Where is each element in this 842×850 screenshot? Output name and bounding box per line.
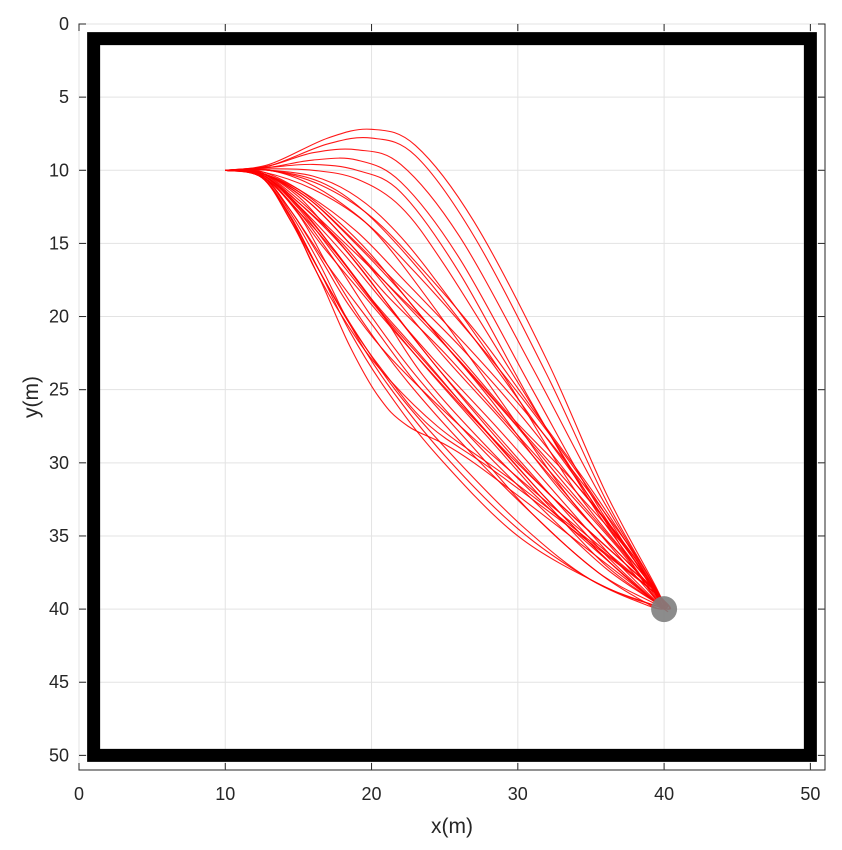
trajectory-line (225, 168, 665, 610)
trajectory-line (225, 169, 665, 610)
x-axis-label: x(m) (431, 815, 473, 838)
x-tick-label: 10 (215, 784, 235, 804)
y-tick-label: 40 (49, 599, 69, 619)
trajectory-series (225, 128, 672, 613)
x-tick-label: 50 (800, 784, 820, 804)
y-axis-label: y(m) (20, 376, 43, 418)
trajectory-line (225, 128, 665, 610)
trajectory-line (225, 169, 665, 610)
trajectory-line (225, 169, 667, 610)
trajectory-line (225, 148, 665, 610)
x-tick-label: 20 (362, 784, 382, 804)
y-tick-label: 45 (49, 672, 69, 692)
trajectory-line (225, 169, 666, 610)
y-tick-label: 10 (49, 160, 69, 180)
y-tick-label: 0 (59, 14, 69, 34)
markers (651, 596, 678, 623)
goal-marker (651, 596, 678, 623)
y-tick-label: 35 (49, 526, 69, 546)
trajectory-line (225, 169, 665, 610)
y-tick-label: 5 (59, 87, 69, 107)
y-tick-label: 20 (49, 307, 69, 327)
trajectory-line (225, 136, 665, 610)
x-tick-label: 0 (74, 784, 84, 804)
trajectory-line (225, 169, 665, 610)
trajectory-line (225, 169, 665, 610)
y-tick-label: 50 (49, 745, 69, 765)
y-tick-label: 15 (49, 233, 69, 253)
trajectory-line (225, 169, 665, 610)
trajectory-line (225, 169, 665, 610)
trajectory-line (225, 169, 665, 610)
y-tick-label: 30 (49, 453, 69, 473)
trajectory-line (225, 169, 669, 613)
x-tick-label: 40 (654, 784, 674, 804)
boundary-walls (87, 32, 817, 762)
trajectory-line (225, 169, 665, 610)
boundary-wall (87, 32, 817, 762)
x-tick-label: 30 (508, 784, 528, 804)
y-tick-label: 25 (49, 380, 69, 400)
trajectory-line (225, 168, 665, 610)
